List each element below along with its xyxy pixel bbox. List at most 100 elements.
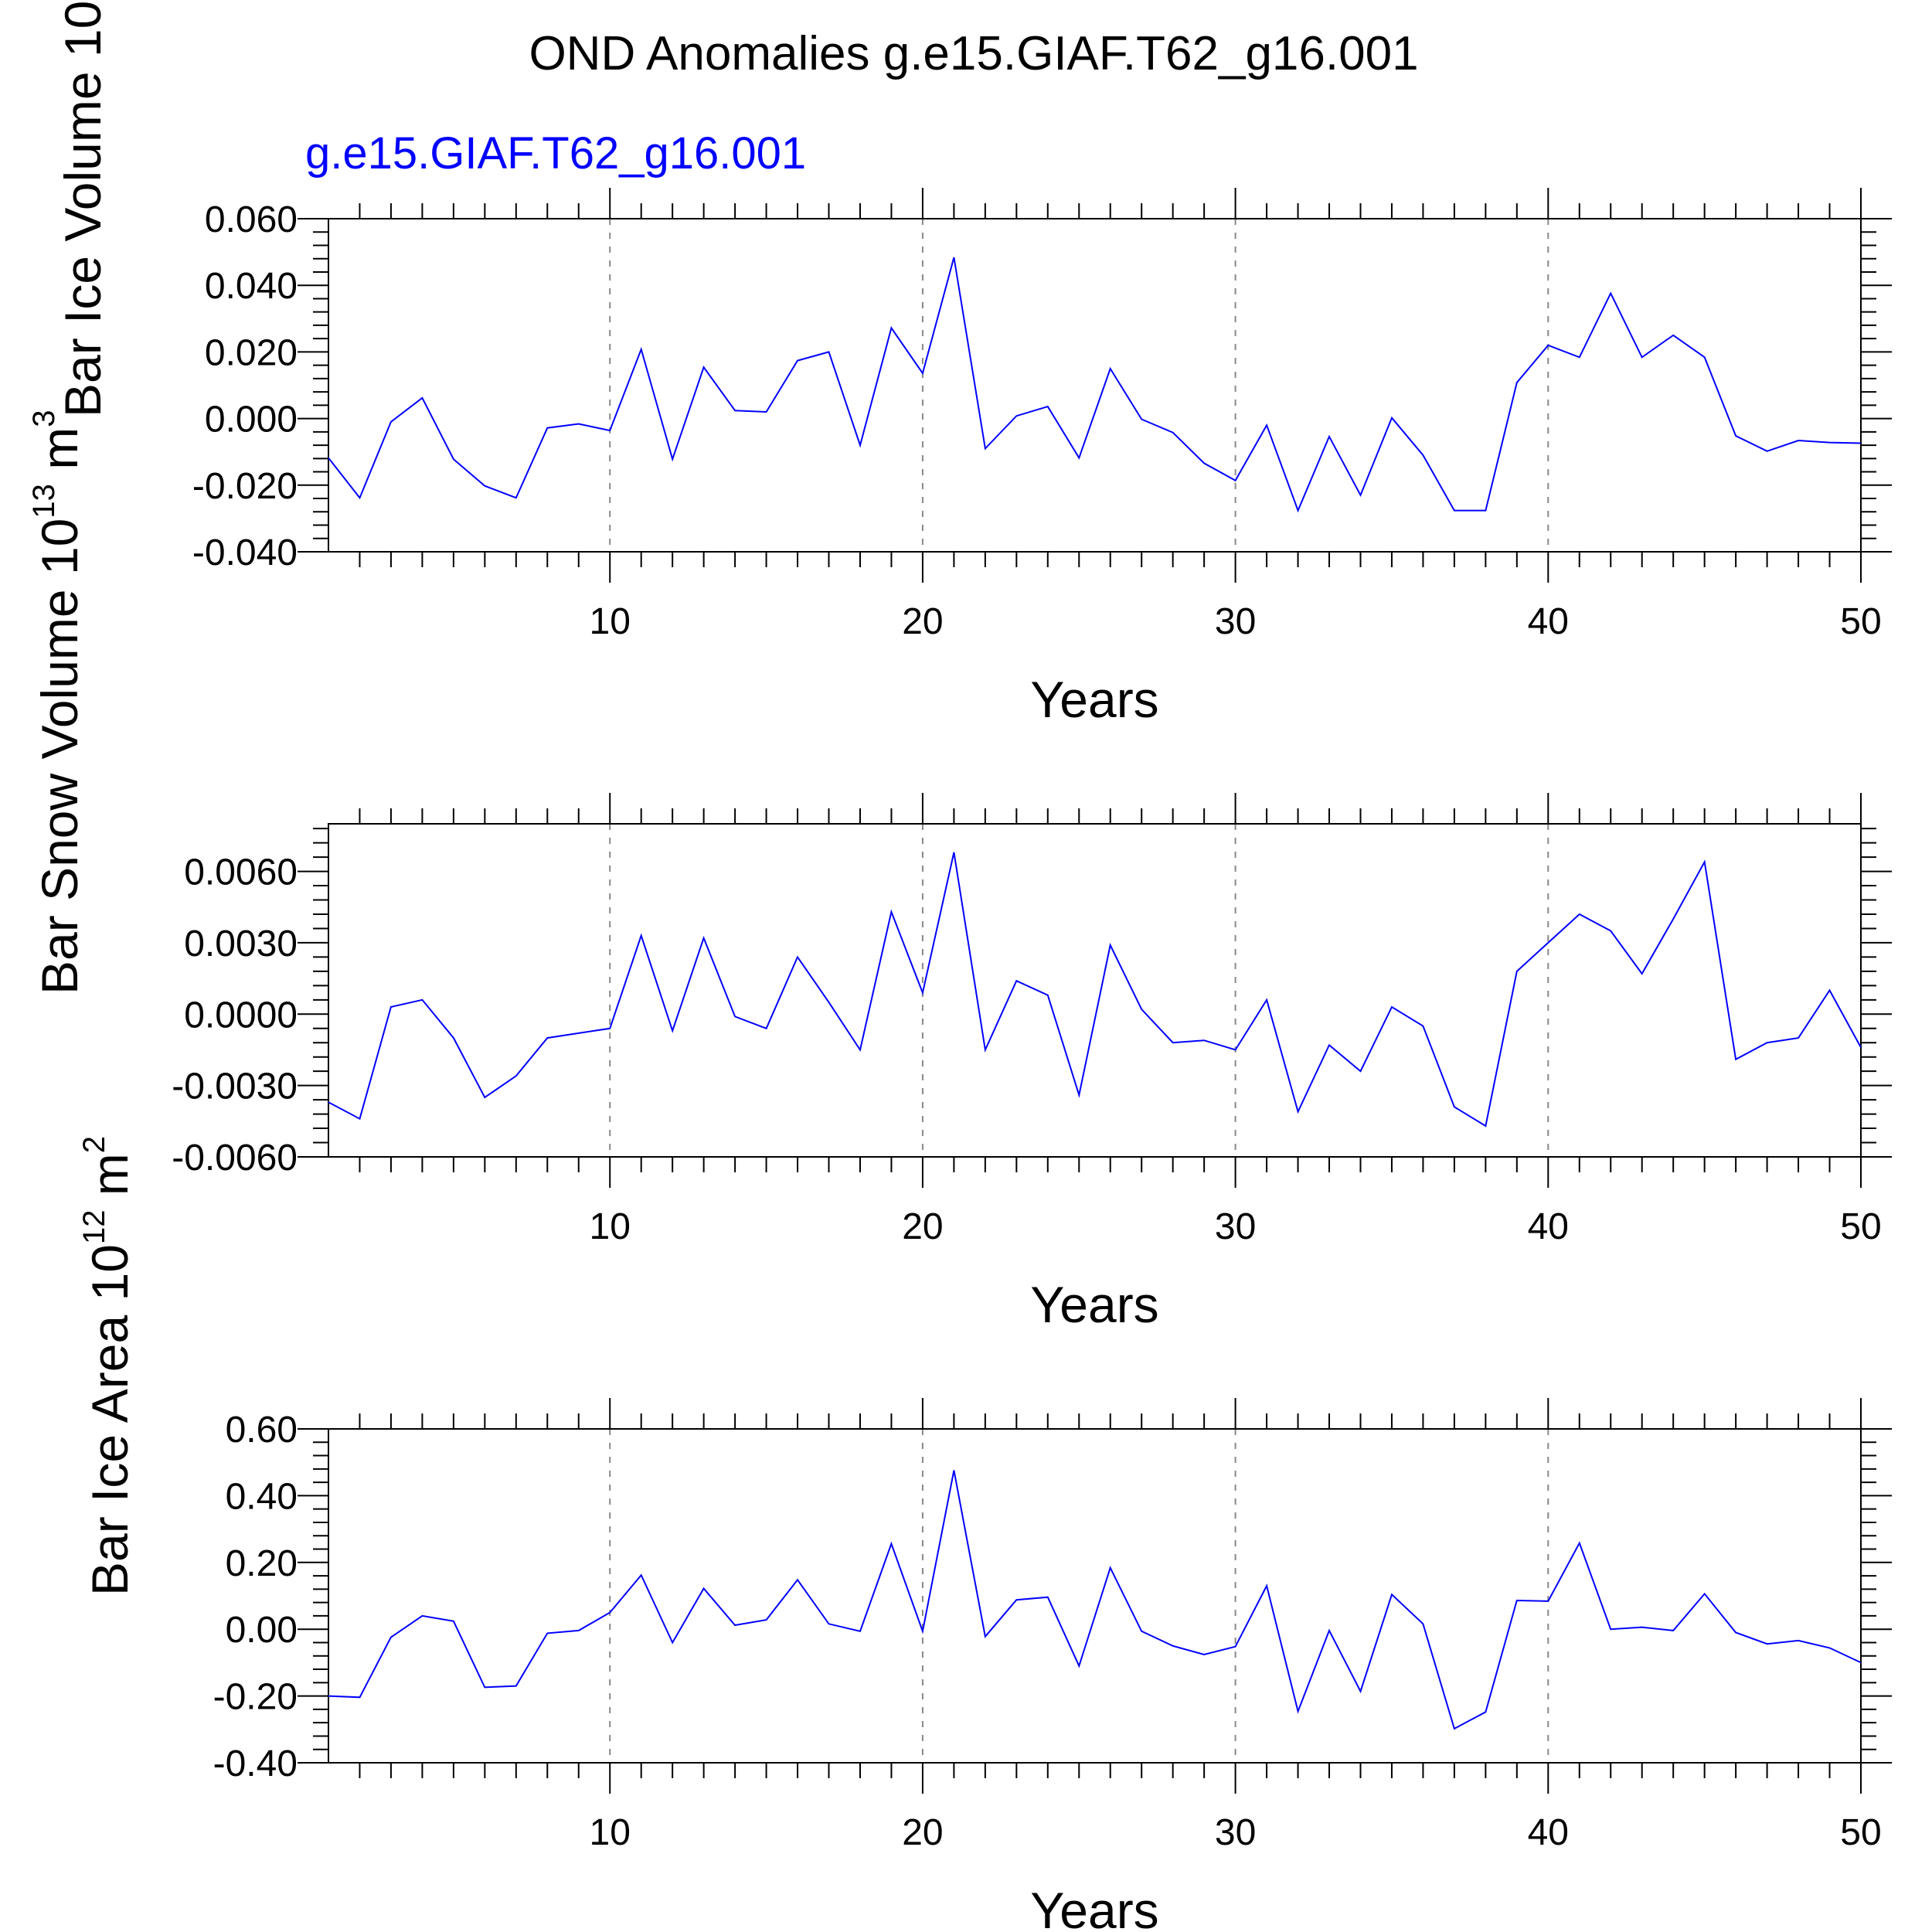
data-point <box>1265 998 1268 1002</box>
data-point <box>1578 1542 1581 1545</box>
data-point <box>1297 509 1300 512</box>
data-point <box>1172 1645 1175 1648</box>
y-tick-label: 0.020 <box>205 332 298 373</box>
data-point <box>483 1096 486 1099</box>
data-point <box>1328 1043 1331 1046</box>
data-point <box>702 1587 706 1590</box>
data-point <box>389 420 393 423</box>
data-point <box>671 1029 674 1032</box>
data-point <box>1766 1041 1769 1044</box>
x-axis-title: Years <box>1030 1276 1158 1333</box>
data-point <box>640 1573 643 1577</box>
data-point <box>1046 994 1049 997</box>
data-point <box>1641 1626 1644 1629</box>
data-point <box>828 350 831 353</box>
data-point <box>1077 1665 1080 1668</box>
data-point <box>984 1635 987 1638</box>
data-point <box>546 1036 549 1039</box>
data-point <box>1234 1645 1237 1648</box>
data-point <box>640 934 643 937</box>
data-point <box>483 1685 486 1689</box>
data-point <box>1109 1566 1112 1570</box>
data-point <box>1234 1049 1237 1052</box>
data-point <box>828 1001 831 1004</box>
data-point <box>327 1695 330 1698</box>
x-tick-label: 40 <box>1528 1812 1569 1853</box>
data-point <box>1359 494 1362 497</box>
data-point <box>1609 292 1612 295</box>
main-title: OND Anomalies g.e15.GIAF.T62_g16.001 <box>529 27 1418 80</box>
data-point <box>1453 1727 1456 1730</box>
data-point <box>1797 439 1800 442</box>
y-axis-title-unit-exponent: 3 <box>27 410 61 427</box>
x-tick-label: 10 <box>590 601 631 642</box>
y-tick-label: -0.040 <box>192 532 298 573</box>
data-point <box>577 1032 580 1035</box>
data-point <box>1359 1070 1362 1073</box>
data-point <box>1077 1094 1080 1097</box>
x-axis-title: Years <box>1030 671 1158 728</box>
y-axis-title: Bar Snow Volume 1013 m3 <box>27 410 88 995</box>
data-point <box>389 1636 393 1639</box>
data-point <box>1172 1041 1175 1044</box>
data-point <box>1609 930 1612 933</box>
panel-2: 10 20 30 40 50 -0.0060 -0.0030 0.0000 0.0030 0.00… <box>27 410 1892 1333</box>
data-point <box>1234 479 1237 482</box>
data-point <box>546 1631 549 1634</box>
data-point <box>1766 450 1769 453</box>
data-point <box>1046 1596 1049 1599</box>
data-point <box>389 1005 393 1009</box>
series-line <box>328 852 1862 1128</box>
x-tick-label: 50 <box>1840 1812 1881 1853</box>
data-point <box>921 992 924 995</box>
data-point <box>828 1622 831 1625</box>
data-point <box>1734 1058 1737 1061</box>
data-point <box>671 457 674 461</box>
data-point <box>859 444 862 447</box>
data-point <box>1484 1124 1487 1128</box>
data-point <box>452 457 455 461</box>
y-axis-title-exponent: 13 <box>50 0 84 1</box>
data-point <box>420 998 423 1002</box>
y-axis-title-unit: m <box>31 427 88 484</box>
data-point <box>765 410 768 413</box>
data-point <box>984 1049 987 1052</box>
data-point <box>1703 860 1706 863</box>
plot-frame <box>328 1428 1862 1764</box>
panel-1: 10 20 30 40 50 -0.040 -0.020 0.000 0.020 0.040 0.0… <box>50 0 1892 728</box>
data-point <box>702 937 706 940</box>
x-tick-label: 30 <box>1215 1812 1256 1853</box>
data-point <box>1202 1039 1206 1042</box>
data-point <box>515 496 518 499</box>
data-point <box>796 359 799 362</box>
data-point <box>1672 334 1675 337</box>
data-point <box>1828 989 1832 992</box>
data-point <box>420 396 423 400</box>
data-point <box>483 485 486 488</box>
data-point <box>359 1117 362 1121</box>
data-point <box>1453 1105 1456 1108</box>
data-point <box>1609 1628 1612 1631</box>
data-point <box>765 1027 768 1030</box>
data-point <box>1421 1025 1424 1028</box>
data-point <box>1390 417 1393 420</box>
data-point <box>1140 1008 1143 1011</box>
data-point <box>1390 1005 1393 1009</box>
y-axis-title-text: Bar Snow Volume 10 <box>31 519 88 995</box>
panels: 10 20 30 40 50 -0.040 -0.020 0.000 0.020 0.040 0.0… <box>27 0 1892 1932</box>
data-point <box>1578 913 1581 916</box>
data-point <box>608 1611 611 1614</box>
data-point <box>889 910 893 913</box>
data-point <box>1797 1639 1800 1642</box>
x-tick-label: 30 <box>1215 601 1256 642</box>
data-point <box>1015 979 1018 982</box>
data-point <box>952 256 955 259</box>
data-point <box>515 1074 518 1077</box>
data-point <box>1359 1690 1362 1693</box>
x-tick-label: 20 <box>902 601 943 642</box>
data-point <box>1421 454 1424 457</box>
data-point <box>1672 1629 1675 1632</box>
data-point <box>1421 1622 1424 1625</box>
